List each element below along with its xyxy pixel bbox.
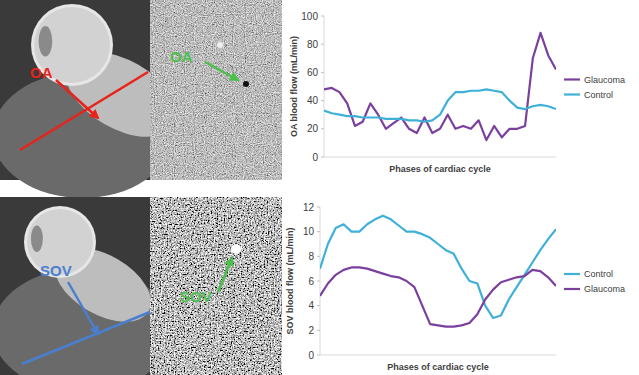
- plot-area: [324, 33, 556, 140]
- chart-background: [283, 0, 639, 182]
- y-tick-label: 10: [303, 226, 315, 237]
- arrow: [218, 258, 232, 292]
- y-tick: [317, 355, 320, 356]
- slice-line: [20, 72, 148, 150]
- image-label: SOV: [180, 288, 212, 305]
- figure: OAOASOVSOV020406080100Phases of cardiac …: [0, 0, 639, 375]
- vessel-dot: [231, 244, 241, 254]
- image-label: OA: [30, 64, 53, 81]
- x-axis-title: Phases of cardiac cycle: [389, 164, 491, 174]
- y-tick-label: 80: [307, 39, 319, 50]
- legend-swatch: [564, 288, 580, 290]
- legend-label: Glaucoma: [584, 75, 625, 85]
- y-tick: [317, 207, 320, 208]
- y-axis-title: SOV blood flow (mL/min): [285, 228, 295, 335]
- plot-area: [320, 216, 556, 327]
- y-tick-label: 6: [308, 276, 314, 287]
- legend-label: Control: [584, 269, 613, 279]
- mri-image: [0, 197, 173, 375]
- y-tick: [317, 231, 320, 232]
- x-axis-title: Phases of cardiac cycle: [387, 362, 489, 372]
- y-tick-label: 40: [307, 95, 319, 106]
- y-tick-label: 12: [303, 202, 315, 213]
- series-line: [324, 33, 556, 140]
- phase-image: [150, 197, 282, 375]
- arrow: [205, 62, 238, 80]
- image-label: SOV: [40, 262, 72, 279]
- y-tick: [321, 16, 324, 17]
- y-tick: [317, 281, 320, 282]
- y-tick-label: 0: [308, 350, 314, 361]
- series-line: [324, 89, 556, 121]
- y-tick: [317, 330, 320, 331]
- legend-label: Control: [584, 90, 613, 100]
- lens: [39, 26, 53, 56]
- series-line: [320, 267, 556, 326]
- y-tick-label: 60: [307, 67, 319, 78]
- legend-swatch: [564, 93, 580, 95]
- phase-image: [150, 0, 282, 180]
- y-tick: [321, 128, 324, 129]
- y-tick-label: 100: [301, 11, 318, 22]
- legend-swatch: [564, 78, 580, 80]
- x-axis-line: [324, 157, 556, 158]
- legend-swatch: [564, 273, 580, 275]
- y-tick: [321, 100, 324, 101]
- lens: [31, 226, 43, 252]
- eye-ring: [31, 4, 113, 86]
- chart-background: [283, 193, 639, 375]
- arrow: [68, 282, 98, 334]
- image-label: OA: [170, 48, 193, 65]
- eye-ring: [24, 206, 96, 278]
- slice-line: [22, 312, 150, 364]
- y-tick: [321, 72, 324, 73]
- vessel-dot: [243, 81, 249, 87]
- y-tick: [321, 157, 324, 158]
- y-tick-label: 20: [307, 123, 319, 134]
- y-axis-line: [324, 16, 325, 157]
- x-axis-line: [320, 355, 556, 356]
- y-tick: [317, 305, 320, 306]
- y-tick-label: 2: [308, 325, 314, 336]
- y-tick-label: 8: [308, 251, 314, 262]
- y-tick-label: 0: [312, 152, 318, 163]
- vessel-dot: [217, 42, 223, 48]
- y-axis-title: OA blood flow (mL/min): [289, 36, 299, 137]
- y-tick: [317, 256, 320, 257]
- y-tick-label: 4: [308, 300, 314, 311]
- y-tick: [321, 44, 324, 45]
- arrow: [56, 80, 98, 118]
- legend-label: Glaucoma: [584, 284, 625, 294]
